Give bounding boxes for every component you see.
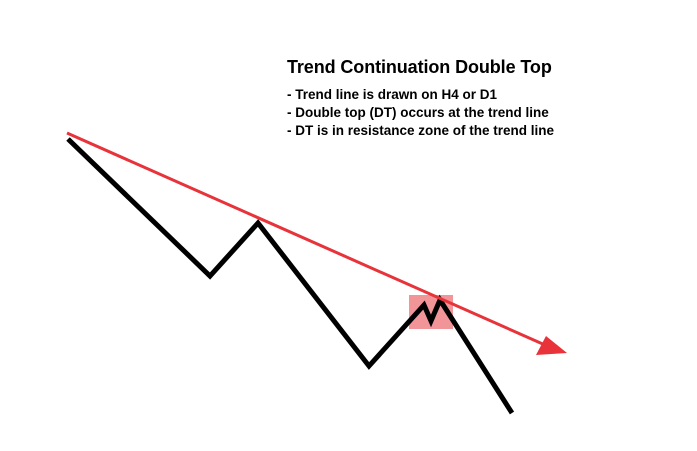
note-item: - DT is in resistance zone of the trend … — [287, 123, 555, 138]
price-path-line — [66, 137, 515, 415]
notes-list: - Trend line is drawn on H4 or D1 - Doub… — [287, 86, 554, 140]
diagram-title: Trend Continuation Double Top — [287, 57, 552, 77]
note-item: - Trend line is drawn on H4 or D1 — [287, 87, 498, 102]
arrowhead-icon — [536, 336, 567, 355]
descending-trend-line — [66, 131, 546, 347]
note-item: - Double top (DT) occurs at the trend li… — [287, 105, 549, 120]
